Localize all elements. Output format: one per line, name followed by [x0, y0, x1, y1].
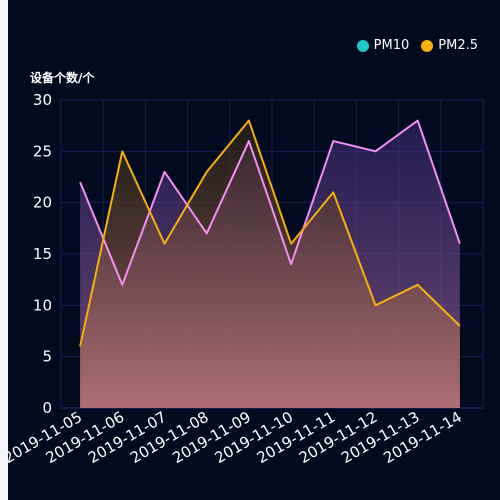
- legend-label-pm25: PM2.5: [438, 38, 478, 53]
- data-point-pm25[interactable]: [290, 243, 292, 245]
- data-point-pm10[interactable]: [417, 120, 419, 122]
- y-tick-label: 25: [33, 142, 52, 160]
- series-area-pm25: [80, 120, 460, 409]
- y-axis-label: 设备个数/个: [30, 71, 95, 85]
- legend-item-pm10[interactable]: PM10: [356, 38, 410, 53]
- data-point-pm25[interactable]: [459, 325, 461, 327]
- data-point-pm10[interactable]: [164, 171, 166, 173]
- data-point-pm10[interactable]: [459, 243, 461, 245]
- lines: [79, 119, 461, 347]
- data-point-pm25[interactable]: [206, 171, 208, 173]
- data-point-pm10[interactable]: [206, 232, 208, 234]
- legend-label-pm10: PM10: [373, 38, 410, 53]
- y-tick-label: 10: [33, 296, 52, 314]
- y-tick-label: 0: [42, 399, 52, 417]
- data-point-pm25[interactable]: [332, 191, 334, 193]
- series-line-pm25[interactable]: [79, 119, 461, 347]
- y-axis-ticks: 0 5 10 15 20 25 30: [33, 91, 52, 417]
- data-point-pm25[interactable]: [417, 284, 419, 286]
- y-tick-label: 30: [33, 91, 52, 109]
- data-point-pm10[interactable]: [121, 284, 123, 286]
- data-point-pm25[interactable]: [375, 304, 377, 306]
- data-point-pm10[interactable]: [375, 150, 377, 152]
- y-tick-label: 20: [33, 194, 52, 212]
- series-line-pm10[interactable]: [79, 119, 461, 286]
- data-point-pm10[interactable]: [332, 140, 334, 142]
- data-point-pm25[interactable]: [248, 120, 250, 122]
- legend-marker-pm10: [356, 39, 369, 52]
- y-tick-label: 5: [42, 348, 52, 366]
- legend: PM10 PM2.5: [356, 38, 478, 53]
- x-axis-ticks: 2019-11-052019-11-062019-11-072019-11-08…: [1, 408, 465, 467]
- data-point-pm10[interactable]: [248, 140, 250, 142]
- data-point-pm25[interactable]: [79, 345, 81, 347]
- y-tick-label: 15: [33, 245, 52, 263]
- legend-item-pm25[interactable]: PM2.5: [421, 38, 478, 53]
- data-point-pm10[interactable]: [79, 181, 81, 183]
- legend-marker-pm25: [421, 39, 434, 52]
- data-point-pm25[interactable]: [121, 150, 123, 152]
- areas: [80, 120, 460, 409]
- data-point-pm10[interactable]: [290, 263, 292, 265]
- data-point-pm25[interactable]: [164, 243, 166, 245]
